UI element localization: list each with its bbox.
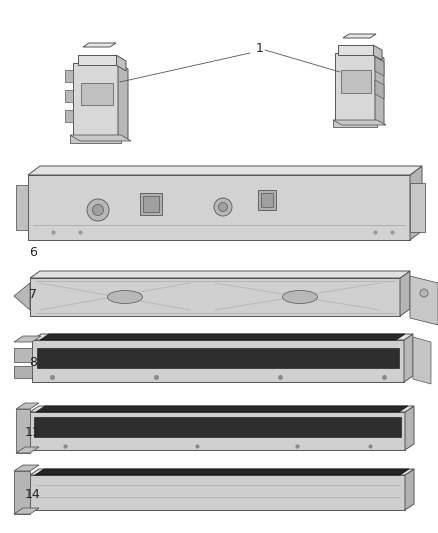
Polygon shape	[14, 508, 39, 514]
Polygon shape	[143, 196, 159, 212]
Polygon shape	[373, 45, 382, 60]
Polygon shape	[16, 403, 39, 409]
Polygon shape	[30, 412, 405, 450]
Polygon shape	[40, 334, 405, 340]
Text: 6: 6	[29, 246, 37, 259]
Polygon shape	[30, 406, 414, 412]
Polygon shape	[73, 63, 118, 135]
Polygon shape	[65, 110, 73, 122]
Circle shape	[420, 289, 428, 297]
Polygon shape	[258, 190, 276, 210]
Polygon shape	[81, 83, 113, 105]
Polygon shape	[404, 334, 413, 382]
Polygon shape	[118, 63, 128, 141]
Polygon shape	[16, 185, 28, 230]
Polygon shape	[333, 120, 377, 127]
Polygon shape	[335, 53, 375, 120]
Polygon shape	[375, 57, 384, 76]
Polygon shape	[30, 278, 400, 316]
Polygon shape	[14, 336, 41, 342]
Text: 11: 11	[25, 425, 41, 439]
Polygon shape	[28, 166, 422, 175]
Text: 1: 1	[256, 42, 264, 54]
Polygon shape	[65, 90, 73, 102]
Polygon shape	[83, 43, 116, 47]
Text: 7: 7	[29, 288, 37, 302]
Polygon shape	[410, 183, 425, 232]
Polygon shape	[36, 406, 408, 412]
Polygon shape	[14, 465, 39, 471]
Polygon shape	[35, 469, 409, 475]
Polygon shape	[341, 70, 371, 93]
Polygon shape	[32, 340, 404, 382]
Polygon shape	[333, 120, 386, 125]
Ellipse shape	[283, 290, 318, 303]
Polygon shape	[70, 135, 121, 143]
Polygon shape	[338, 45, 373, 55]
Polygon shape	[16, 447, 39, 453]
Text: 14: 14	[25, 488, 41, 500]
Circle shape	[87, 199, 109, 221]
Polygon shape	[70, 135, 131, 141]
Polygon shape	[405, 469, 414, 510]
Polygon shape	[28, 175, 410, 240]
Polygon shape	[116, 55, 126, 71]
Polygon shape	[37, 348, 399, 368]
Circle shape	[219, 203, 227, 212]
Polygon shape	[410, 276, 438, 325]
Polygon shape	[16, 409, 30, 453]
Polygon shape	[261, 193, 273, 207]
Polygon shape	[405, 406, 414, 450]
Polygon shape	[14, 283, 30, 310]
Polygon shape	[30, 469, 414, 475]
Polygon shape	[14, 366, 32, 378]
Polygon shape	[65, 70, 73, 82]
Polygon shape	[375, 80, 384, 99]
Polygon shape	[30, 271, 410, 278]
Circle shape	[214, 198, 232, 216]
Circle shape	[92, 205, 103, 215]
Polygon shape	[14, 471, 30, 514]
Polygon shape	[410, 166, 422, 240]
Polygon shape	[78, 55, 116, 65]
Polygon shape	[32, 334, 413, 340]
Polygon shape	[34, 417, 401, 437]
Ellipse shape	[107, 290, 142, 303]
Polygon shape	[413, 337, 431, 384]
Polygon shape	[30, 475, 405, 510]
Polygon shape	[14, 348, 32, 362]
Polygon shape	[400, 271, 410, 316]
Text: 8: 8	[29, 356, 37, 368]
Polygon shape	[343, 34, 376, 38]
Polygon shape	[375, 53, 384, 125]
Polygon shape	[140, 193, 162, 215]
